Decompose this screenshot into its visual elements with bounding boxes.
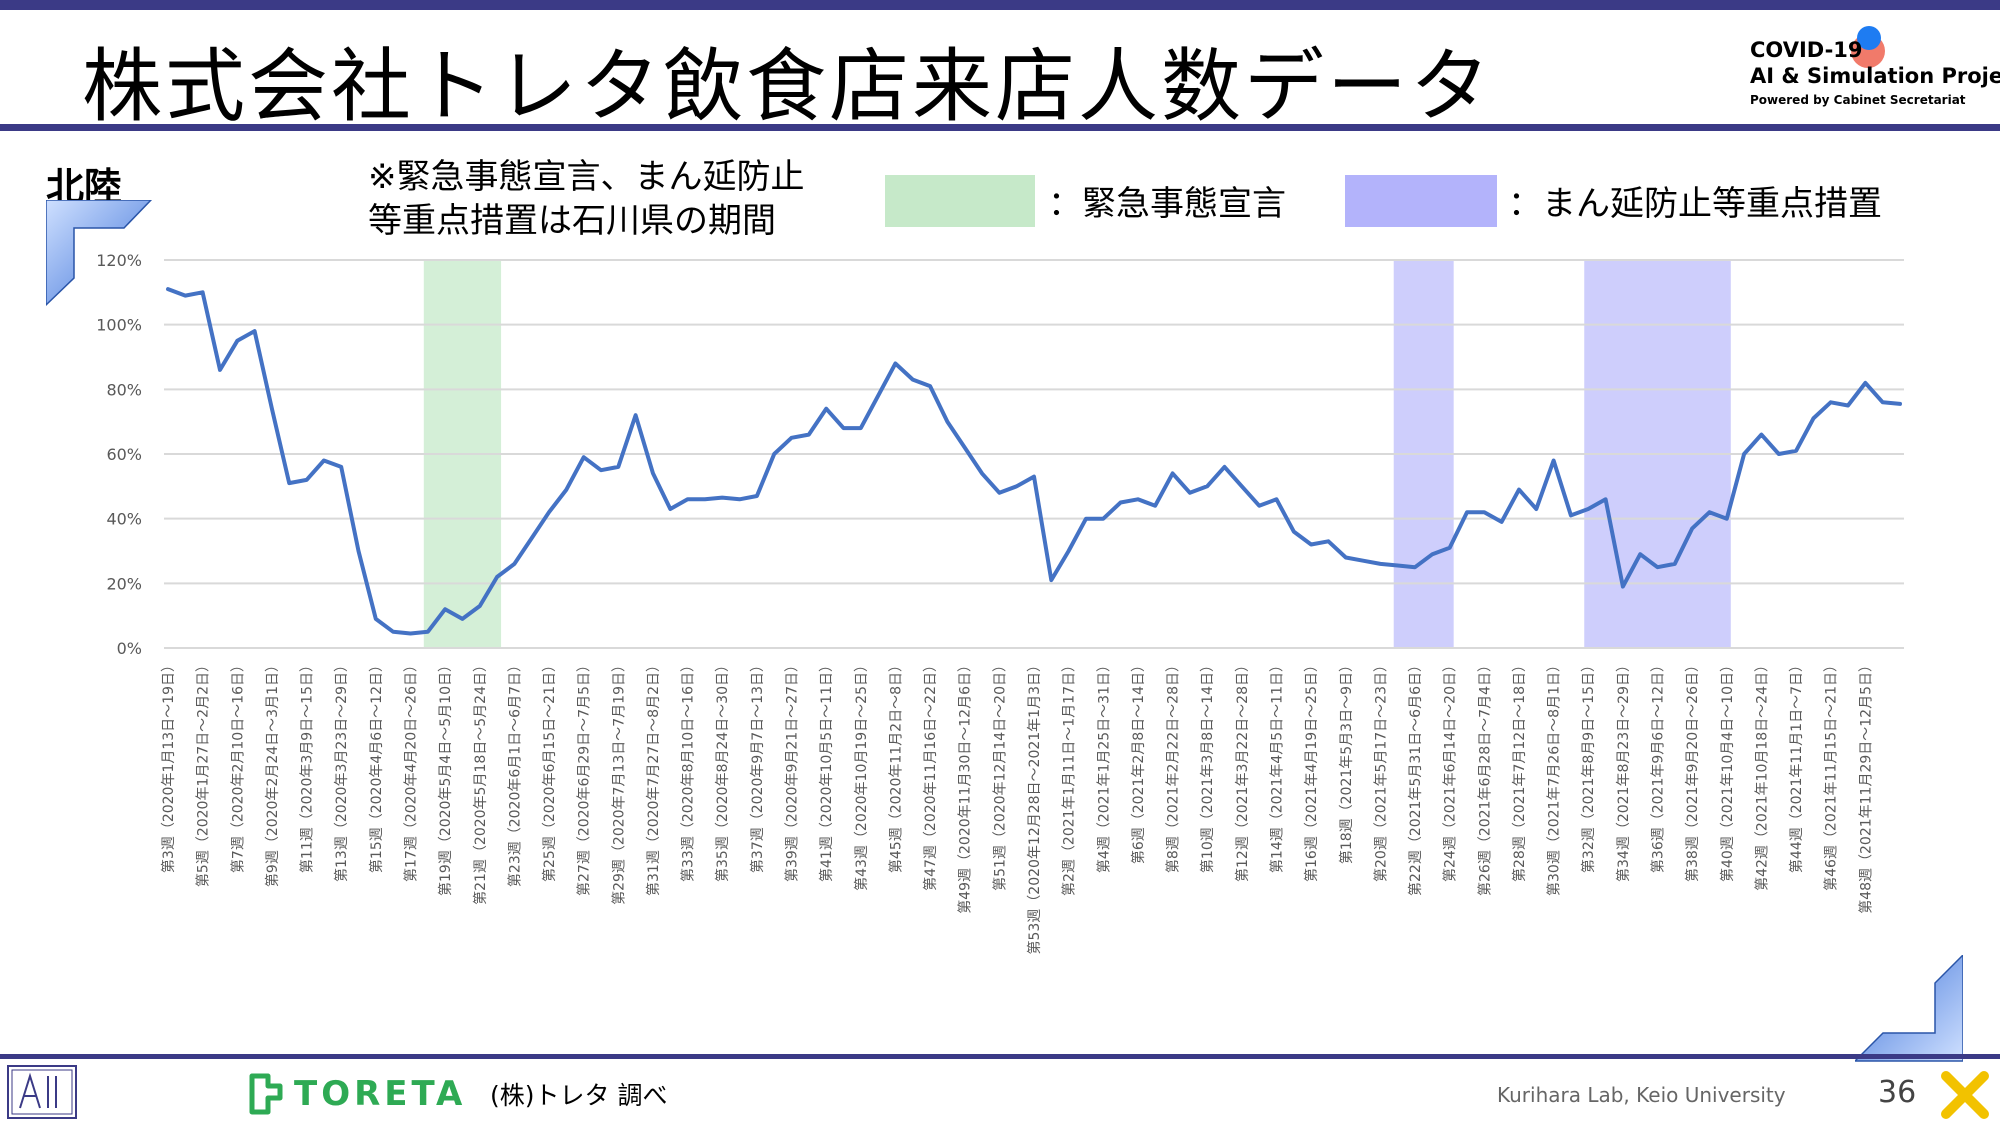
x-tick-label: 第7週（2020年2月10日～16日） [229,658,246,873]
legend-label-emergency: ：緊急事態宣言 [1048,184,1286,224]
x-tick-label: 第24週（2021年6月14日～20日） [1442,658,1459,882]
x-tick-label: 第29週（2020年7月13日～7月19日） [610,658,627,905]
toreta-logo: TORETA [246,1072,462,1116]
project-logo: COVID-19 AI & Simulation Project Powered… [1745,26,2000,118]
x-tick-label: 第18週（2021年5月3日～9日） [1338,658,1355,864]
line-chart: 0% 20% 40% 60% 80% 100% 120% 第3週（2020年1月13日～19… [96,251,1904,955]
y-tick-label: 80% [106,380,142,399]
x-tick-label: 第51週（2020年12月14日～20日） [991,658,1008,891]
y-tick-label: 60% [106,445,142,464]
x-tick-label: 第5週（2020年1月27日～2月2日） [195,658,212,887]
x-tick-label: 第21週（2020年5月18日～5月24日） [472,658,489,905]
page-number: 36 [1878,1075,1917,1110]
x-tick-label: 第41週（2020年10月5日～11日） [818,658,835,882]
y-tick-label: 120% [96,251,142,270]
x-tick-label: 第3週（2020年1月13日～19日） [160,658,177,873]
x-tick-label: 第42週（2021年10月18日～24日） [1753,658,1770,891]
lab-credit: Kurihara Lab, Keio University [1497,1083,1786,1107]
x-tick-label: 第35週（2020年8月24日～30日） [714,658,731,882]
x-tick-label: 第46週（2021年11月15日～21日） [1823,658,1840,891]
x-tick-label: 第43週（2020年10月19日～25日） [853,658,870,891]
x-tick-label: 第9週（2020年2月24日～3月1日） [264,658,281,887]
x-tick-label: 第6週（2021年2月8日～14日） [1130,658,1147,864]
x-tick-label: 第31週（2020年7月27日～8月2日） [645,658,662,896]
x-tick-label: 第45週（2020年11月2日～8日） [887,658,904,873]
x-tick-label: 第38週（2021年9月20日～26日） [1684,658,1701,882]
corner-arrow-icon [46,200,153,307]
x-tick-label: 第12週（2021年3月22日～28日） [1234,658,1251,882]
logo-line3: Powered by Cabinet Secretariat [1750,93,1966,107]
y-tick-label: 20% [106,574,142,593]
x-tick-label: 第16週（2021年4月19日～25日） [1303,658,1320,882]
x-tick-label: 第37週（2020年9月7日～13日） [749,658,766,873]
y-tick-label: 0% [117,639,142,658]
x-tick-label: 第26週（2021年6月28日～7月4日） [1476,658,1493,896]
footer-divider [0,1054,2000,1059]
x-tick-label: 第30週（2021年7月26日～8月1日） [1546,658,1563,896]
x-tick-label: 第48週（2021年11月29日～12月5日） [1857,658,1874,914]
x-tick-label: 第33週（2020年8月10日～16日） [680,658,697,882]
page-title: 株式会社トレタ飲食店来店人数データ [82,40,1493,133]
x-tick-label: 第49週（2020年11月30日～12月6日） [957,658,974,914]
x-tick-label: 第20週（2021年5月17日～23日） [1372,658,1389,882]
x-tick-label: 第8週（2021年2月22日～28日） [1165,658,1182,873]
logo-line1: COVID-19 [1750,38,1863,62]
x-tick-label: 第11週（2020年3月9日～15日） [299,658,316,873]
x-tick-label: 第25週（2020年6月15日～21日） [541,658,558,882]
data-source: (株)トレタ 調べ [490,1081,668,1110]
period-note-line2: 等重点措置は石川県の期間 [368,201,776,241]
x-tick-label: 第14週（2021年4月5日～11日） [1268,658,1285,873]
x-tick-label: 第32週（2021年8月9日～15日） [1580,658,1597,873]
y-gridlines [164,259,1904,649]
corner-arrow-icon-bottom [1855,955,1963,1062]
y-tick-labels: 0% 20% 40% 60% 80% 100% 120% [96,251,142,658]
x-tick-label: 第28週（2021年7月12日～18日） [1511,658,1528,882]
x-tick-label: 第39週（2020年9月21日～27日） [784,658,801,882]
toreta-brand-text: TORETA [294,1074,467,1114]
x-tick-label: 第17週（2020年4月20日～26日） [402,658,419,882]
y-tick-label: 100% [96,316,142,335]
x-tick-label: 第15週（2020年4月6日～12日） [368,658,385,873]
title-divider [0,124,2000,131]
x-tick-label: 第2週（2021年1月11日～1月17日） [1061,658,1078,896]
legend-label-priority-measures: ：まん延防止等重点措置 [1508,184,1882,224]
x-tick-labels: 第3週（2020年1月13日～19日） 第5週（2020年1月27日～2月2日） 第… [160,658,1874,955]
x-tick-label: 第27週（2020年6月29日～7月5日） [576,658,593,896]
legend-swatch-emergency [885,175,1035,227]
x-tick-label: 第13週（2020年3月23日～29日） [333,658,350,882]
logo-blue-dot [1857,26,1881,50]
y-tick-label: 40% [106,510,142,529]
series-line [166,287,1902,636]
x-tick-label: 第10週（2021年3月8日～14日） [1199,658,1216,873]
period-note: ※緊急事態宣言、まん延防止 等重点措置は石川県の期間 [368,155,805,243]
x-tick-label: 第36週（2021年9月6日～12日） [1650,658,1667,873]
x-tick-label: 第22週（2021年5月31日～6月6日） [1407,658,1424,896]
period-note-line1: ※緊急事態宣言、まん延防止 [368,157,805,197]
top-accent-bar [0,0,2000,10]
ai-lab-logo-icon [7,1065,77,1119]
x-tick-label: 第4週（2021年1月25日～31日） [1095,658,1112,873]
x-tick-label: 第34週（2021年8月23日～29日） [1615,658,1632,882]
x-tick-label: 第44週（2021年11月1日～7日） [1788,658,1805,873]
x-tick-label: 第53週（2020年12月28日～2021年1月3日） [1026,658,1043,955]
toreta-leaf-icon [249,1073,283,1115]
logo-line2: AI & Simulation Project [1750,64,2000,88]
x-tick-label: 第23週（2020年6月1日～6月7日） [506,658,523,887]
legend-swatch-priority-measures [1345,175,1497,227]
x-tick-label: 第19週（2020年5月4日～5月10日） [437,658,454,896]
x-tick-label: 第40週（2021年10月4日～10日） [1719,658,1736,882]
x-logo-icon [1941,1071,1989,1119]
x-tick-label: 第47週（2020年11月16日～22日） [922,658,939,891]
